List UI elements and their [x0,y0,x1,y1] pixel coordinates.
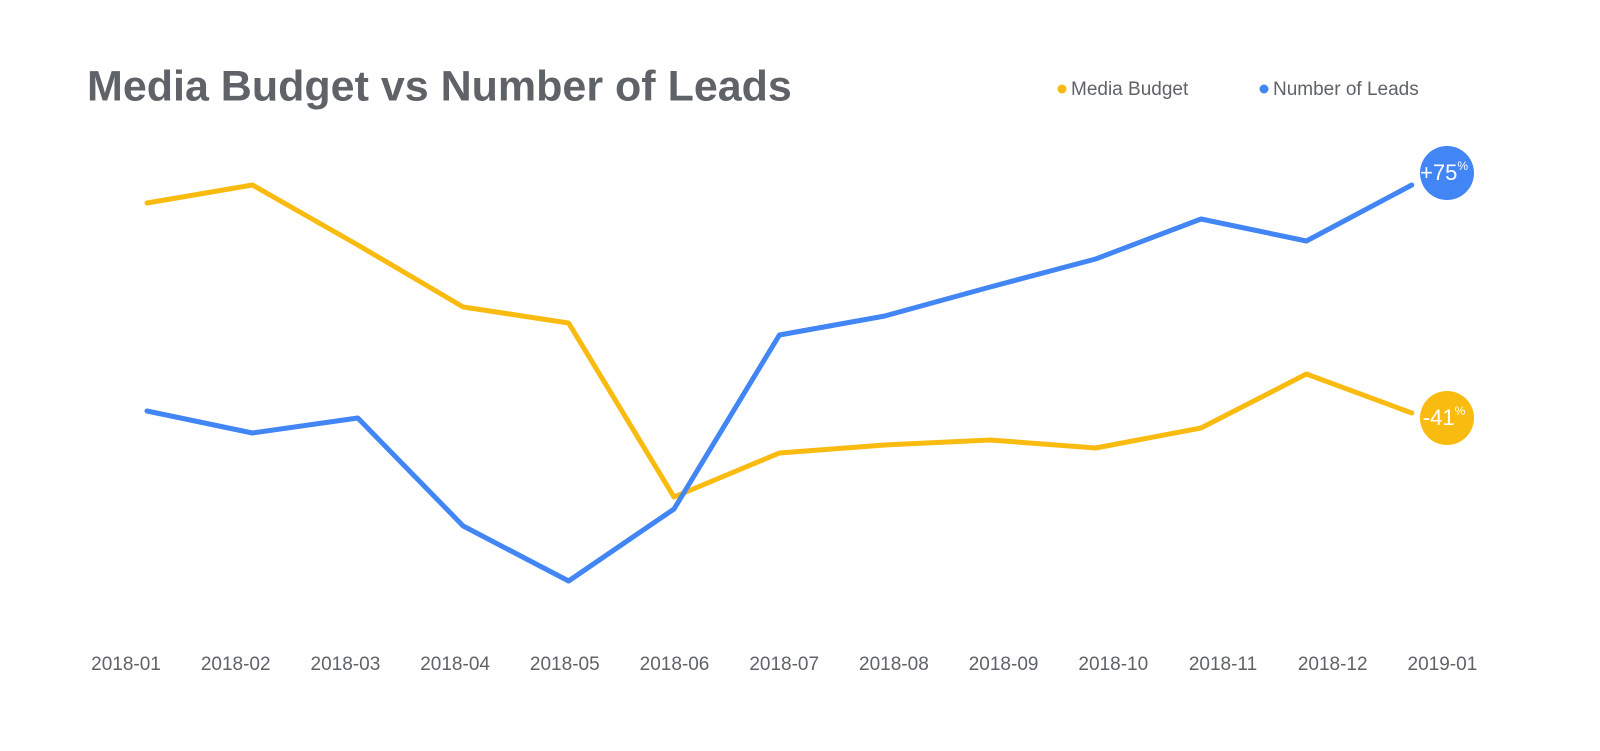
x-tick-label: 2018-11 [1189,654,1257,675]
x-tick-label: 2018-10 [1078,654,1148,675]
legend-marker [1057,84,1067,94]
series-line [144,182,1415,584]
legend-marker [1259,84,1269,94]
change-unit: % [1457,159,1468,173]
x-tick-label: 2018-09 [969,654,1039,675]
x-tick-label: 2018-06 [640,654,710,675]
chart-title: Media Budget vs Number of Leads [87,62,792,110]
x-tick-label: 2018-07 [749,654,819,675]
x-tick-label: 2018-04 [420,654,490,675]
change-label: +75% [1420,159,1468,185]
x-tick-label: 2018-12 [1298,654,1368,675]
x-tick-label: 2018-03 [311,654,381,675]
change-value: -41 [1423,405,1455,430]
x-tick-label: 2018-05 [530,654,600,675]
legend-label: Media Budget [1071,79,1189,100]
series-line [144,182,1415,500]
change-value: +75 [1420,160,1457,185]
x-tick-label: 2018-01 [91,654,161,675]
change-badge [1420,146,1474,200]
change-label: -41% [1423,404,1466,430]
x-tick-label: 2018-02 [201,654,271,675]
legend-label: Number of Leads [1273,79,1419,100]
x-tick-label: 2019-01 [1408,654,1478,675]
change-unit: % [1455,404,1466,418]
x-tick-label: 2018-08 [859,654,929,675]
change-badge [1420,391,1474,445]
